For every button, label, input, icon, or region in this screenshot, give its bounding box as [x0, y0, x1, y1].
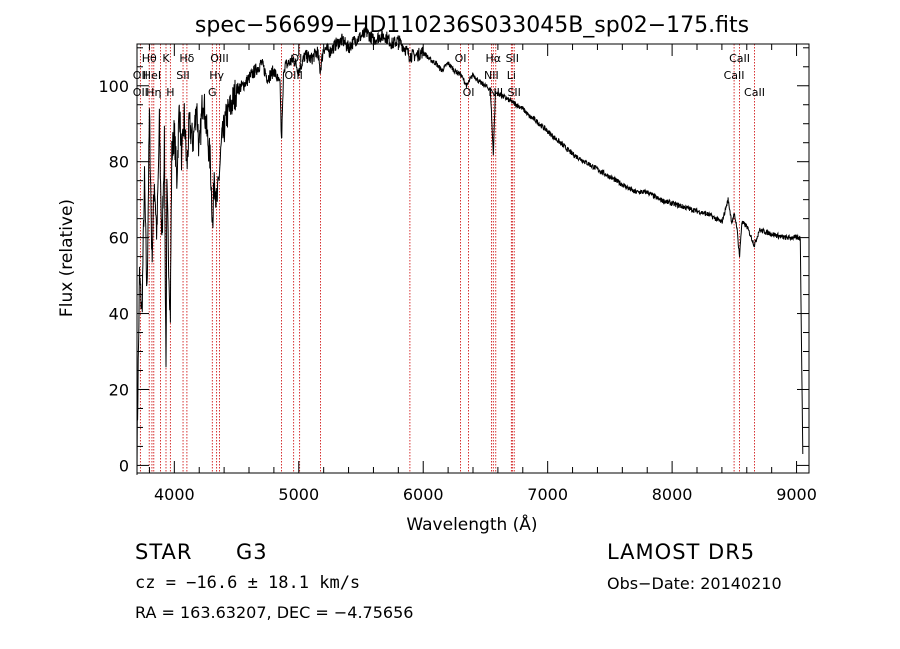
redshift-cz: cz = −16.6 ± 18.1 km/s — [135, 573, 361, 593]
line-label: Hδ — [179, 52, 194, 65]
line-label: CaII — [744, 86, 765, 99]
line-label: SII — [507, 86, 520, 99]
x-tick-label: 6000 — [403, 485, 444, 504]
y-tick-label: 0 — [119, 456, 129, 475]
x-axis-label: Wavelength (Å) — [406, 513, 537, 535]
line-label: K — [162, 52, 170, 65]
spectral-line-markers — [139, 44, 755, 473]
y-tick-label: 20 — [109, 380, 129, 399]
line-label: OI — [455, 52, 467, 65]
x-tick-label: 4000 — [154, 485, 195, 504]
line-label: SII — [506, 52, 519, 65]
ra-dec-coordinates: RA = 163.63207, DEC = −4.75656 — [135, 603, 414, 622]
line-label: CaII — [729, 52, 750, 65]
observation-date: Obs−Date: 20140210 — [607, 574, 782, 593]
y-tick-label: 40 — [109, 305, 129, 324]
x-tick-label: 7000 — [527, 485, 568, 504]
spectrum-chart: spec−56699−HD110236S033045B_sp02−175.fit… — [57, 13, 817, 535]
line-label: CaII — [724, 69, 745, 82]
line-label: HeI — [143, 69, 161, 82]
object-type: STAR — [135, 540, 193, 564]
y-tick-label: 100 — [98, 77, 129, 96]
line-label: Hα — [486, 52, 502, 65]
plot-frame — [136, 43, 810, 474]
line-label: G — [208, 86, 217, 99]
y-tick-label: 80 — [109, 153, 129, 172]
line-label: Hγ — [209, 69, 224, 82]
line-label: H — [166, 86, 174, 99]
y-axis-label: Flux (relative) — [57, 199, 77, 317]
object-class: G3 — [236, 540, 268, 564]
line-label: Hη — [146, 86, 161, 99]
spectrum-line — [136, 26, 804, 475]
line-label: OI — [463, 86, 475, 99]
line-label: Li — [507, 69, 516, 82]
line-label: NII — [484, 69, 499, 82]
line-label: Hθ — [142, 52, 157, 65]
x-tick-label: 9000 — [776, 485, 817, 504]
line-label: OIII — [210, 52, 228, 65]
line-label: SII — [176, 69, 189, 82]
y-axis-ticks: 0 20 40 60 80 100 — [98, 47, 809, 475]
x-tick-label: 5000 — [278, 485, 319, 504]
survey-name: LAMOST DR5 — [607, 540, 756, 564]
x-axis-ticks: 4000 5000 6000 7000 8000 9000 — [148, 44, 817, 504]
x-tick-label: 8000 — [652, 485, 693, 504]
y-tick-label: 60 — [109, 229, 129, 248]
chart-title: spec−56699−HD110236S033045B_sp02−175.fit… — [195, 13, 749, 38]
